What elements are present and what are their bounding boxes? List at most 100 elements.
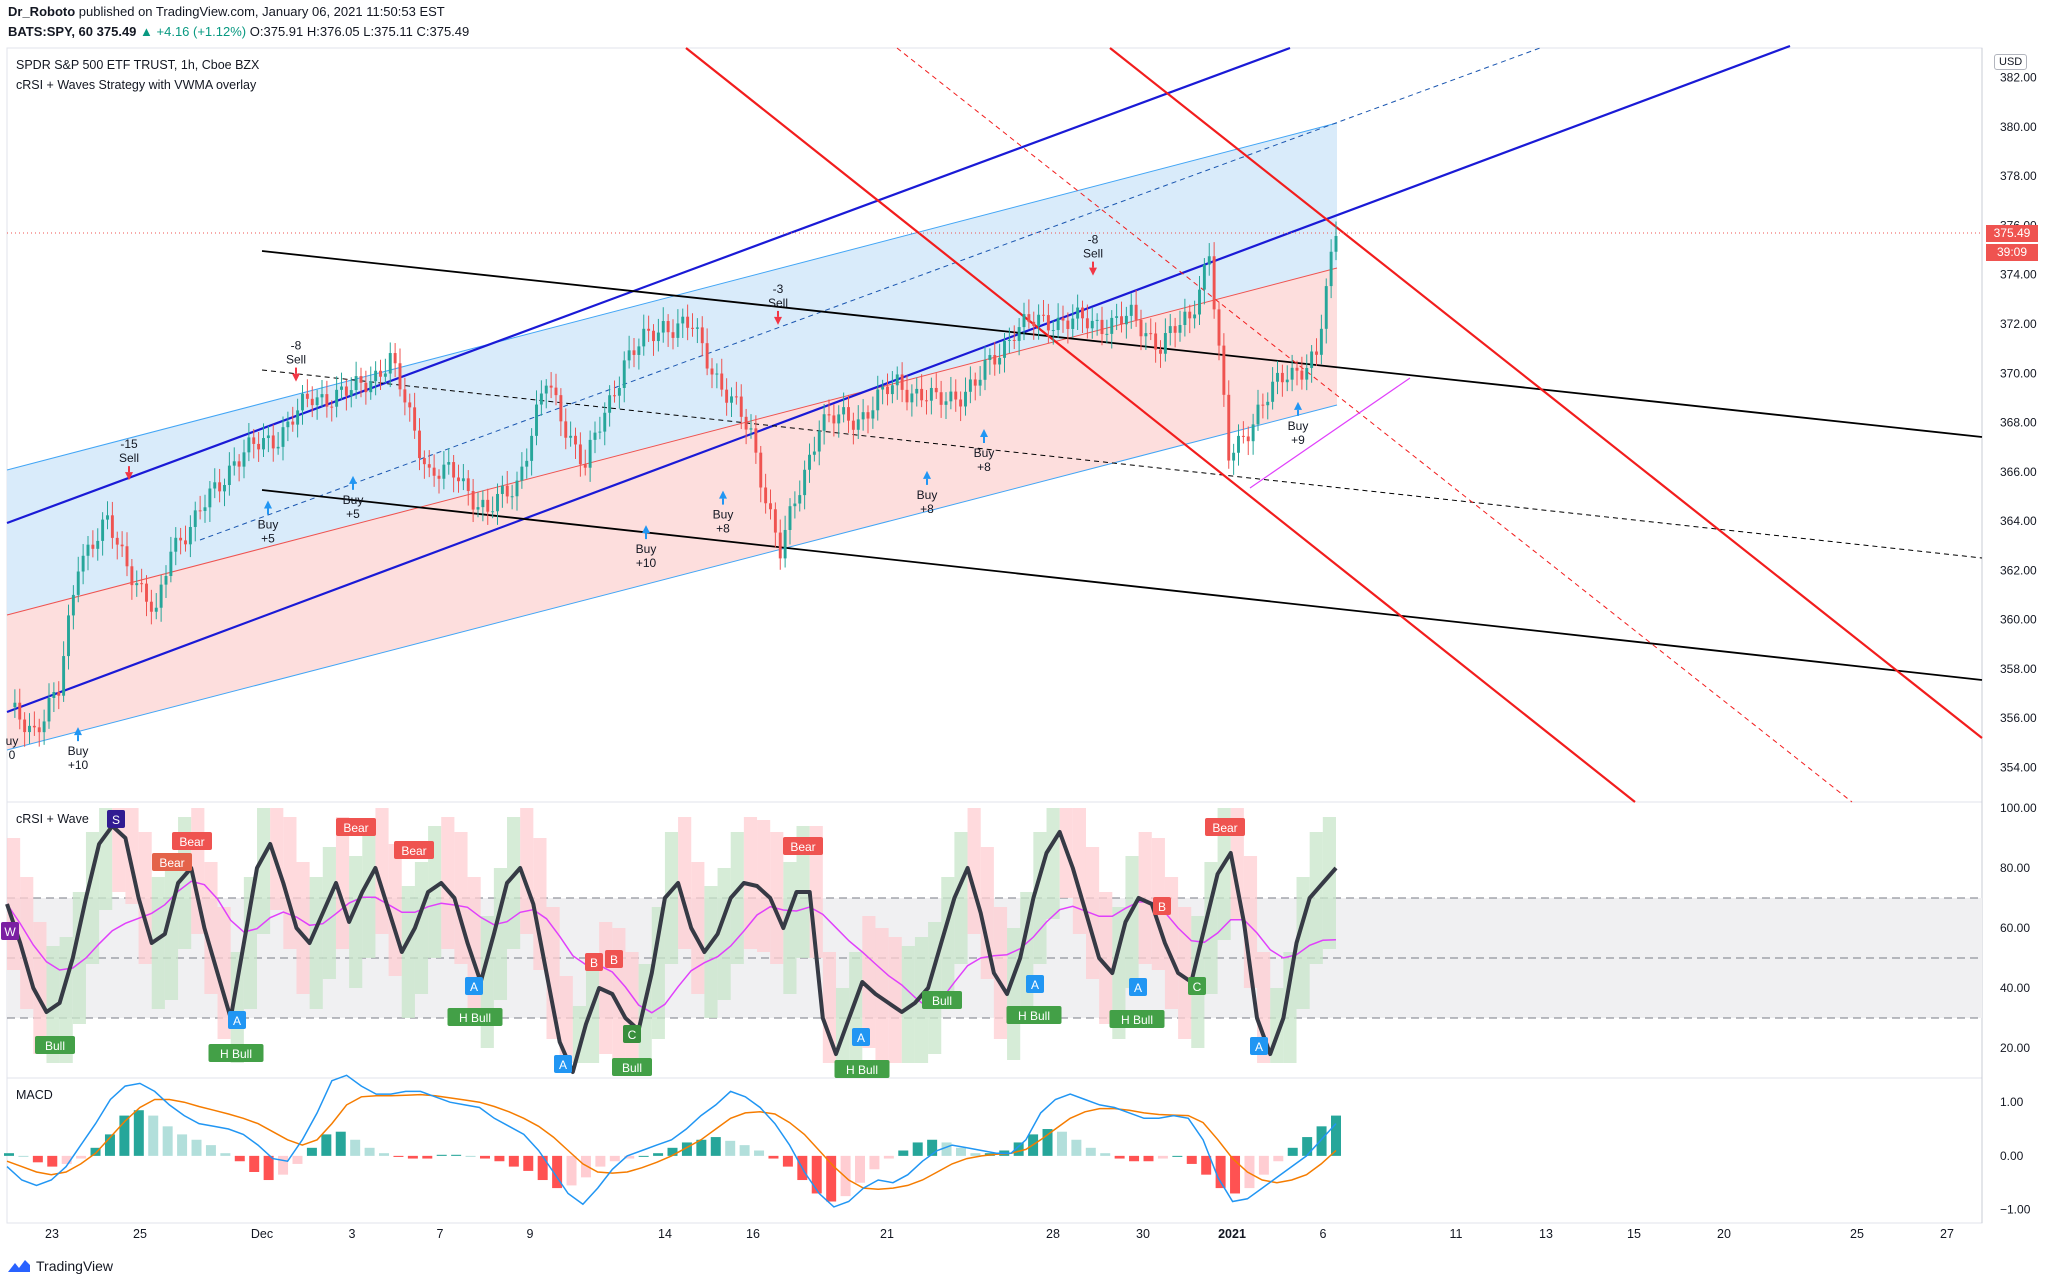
price-tick-label: 364.00: [2000, 514, 2037, 528]
main-pane-drawings[interactable]: [6, 44, 1983, 803]
wave-zone: [322, 847, 336, 979]
candle-body: [52, 692, 56, 698]
rsi-pane-series: Bull H Bull Bear Bear Bear Bear Bear Bear A A A A A A…: [1, 808, 1982, 1078]
candle-body: [749, 428, 753, 430]
candle-body: [1188, 311, 1192, 319]
currency-badge[interactable]: USD: [1994, 54, 2028, 70]
candle-body: [149, 601, 153, 612]
candle-body: [1120, 316, 1123, 325]
wave-label: Bear: [790, 840, 815, 854]
blue-dashed-line: [199, 47, 1541, 541]
wave-zone: [704, 886, 718, 1018]
wave-label-box: [1188, 977, 1206, 995]
wave-label: W: [4, 925, 16, 939]
macd-histogram-bar: [220, 1153, 231, 1156]
wave-label-box: [228, 1011, 246, 1029]
candle-body: [13, 702, 17, 708]
candle-body: [686, 316, 690, 328]
macd-histogram-bar: [638, 1155, 649, 1157]
wave-zone: [520, 808, 534, 934]
macd-histogram-bar: [407, 1155, 418, 1159]
time-axis-label: 11: [1450, 1227, 1463, 1241]
macd-histogram-bar: [1230, 1155, 1241, 1194]
candle-body: [998, 357, 1002, 365]
candle-body: [593, 432, 597, 440]
time-axis-label: 3: [349, 1227, 356, 1241]
candle-body: [47, 697, 51, 722]
wave-zone: [783, 862, 797, 994]
wave-zone: [309, 877, 323, 1009]
sell-arrow-icon: [292, 373, 300, 382]
candle-body: [37, 727, 41, 733]
candle-body: [1046, 315, 1050, 331]
macd-histogram-bar: [609, 1155, 620, 1162]
macd-histogram-bar: [1042, 1129, 1053, 1156]
candle-body: [759, 452, 763, 488]
candle-body: [934, 387, 938, 393]
sell-signal-label: Sell: [119, 451, 139, 465]
candle-body: [700, 327, 704, 344]
candle-body: [466, 478, 470, 492]
red-trendline-right: [1109, 47, 1983, 739]
candle-body: [135, 583, 139, 586]
candle-body: [106, 515, 109, 520]
wave-label: Bull: [932, 994, 952, 1008]
wave-zone: [72, 892, 86, 1024]
time-axis-label: Dec: [251, 1227, 273, 1241]
candle-body: [569, 435, 573, 438]
wave-zone: [414, 862, 429, 994]
candle-body: [525, 460, 529, 467]
candle-body: [856, 419, 860, 430]
macd-histogram-bar: [508, 1155, 519, 1167]
candle-body: [822, 414, 826, 431]
candle-body: [71, 594, 75, 616]
tradingview-logo[interactable]: TradingView: [8, 1258, 113, 1274]
macd-histogram-bar: [970, 1153, 981, 1156]
sell-signal-label: Sell: [1083, 247, 1103, 261]
macd-histogram-bar: [653, 1153, 664, 1156]
candle-body: [734, 396, 738, 398]
candle-body: [881, 386, 885, 390]
candle-body: [1095, 319, 1099, 321]
candle-body: [983, 359, 987, 380]
candle-body: [174, 537, 178, 552]
candle-body: [496, 493, 499, 512]
rsi-tick-label: 60.00: [2000, 921, 2030, 935]
candle-body: [1183, 311, 1187, 326]
candle-body: [1085, 318, 1089, 329]
sell-signal-value: -8: [1088, 233, 1099, 247]
candle-body: [1022, 314, 1026, 328]
candle-body: [247, 437, 251, 453]
candle-body: [632, 350, 636, 355]
candle-body: [67, 615, 70, 657]
candle-body: [188, 526, 192, 545]
candle-body: [847, 407, 850, 421]
wave-label-box: [152, 853, 192, 871]
macd-histogram-bar: [479, 1155, 490, 1159]
candle-body: [530, 435, 534, 461]
author-name[interactable]: Dr_Roboto: [8, 4, 76, 19]
buy-signal-label: Buy: [974, 446, 995, 460]
wave-label: A: [1255, 1040, 1263, 1054]
candle-body: [125, 546, 129, 567]
candle-body: [364, 382, 368, 393]
regression-channel-lower: [7, 268, 1337, 750]
wave-label-box: [605, 950, 623, 968]
candle-body: [403, 389, 407, 403]
macd-histogram-bar: [1172, 1155, 1183, 1157]
candle-body: [608, 395, 612, 413]
main-pane-subtitle: cRSI + Waves Strategy with VWMA overlay: [16, 78, 257, 92]
macd-histogram-bar: [1316, 1126, 1327, 1156]
wave-zone: [546, 907, 560, 1039]
candle-body: [876, 389, 880, 411]
red-dashed-line: [896, 47, 1853, 803]
candle-body: [871, 410, 875, 419]
macd-histogram-bar: [1186, 1155, 1197, 1164]
candle-body: [349, 390, 353, 396]
wave-zone: [730, 832, 744, 964]
wave-zone: [257, 808, 271, 934]
buy-signal-label: uy: [6, 734, 19, 748]
wave-label-box: [1153, 897, 1171, 915]
symbol-name[interactable]: BATS:SPY, 60: [8, 24, 94, 39]
